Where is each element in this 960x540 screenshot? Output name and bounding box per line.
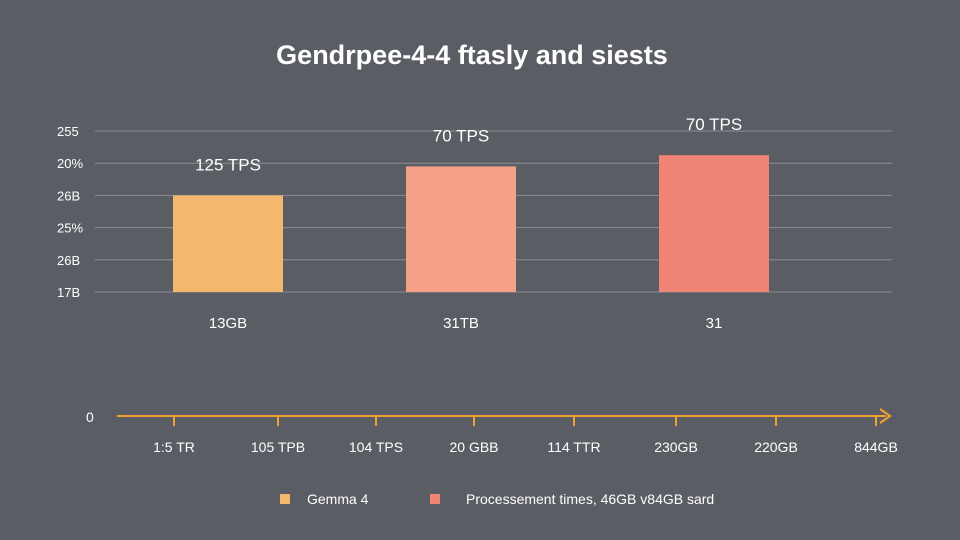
y-tick-label: 25% bbox=[57, 221, 83, 236]
chart-title: Gendrpee-4-4 ftasly and siests bbox=[276, 40, 668, 70]
timeline-tick-label: 104 TPS bbox=[349, 439, 403, 455]
category-label: 31 bbox=[706, 315, 723, 332]
bar bbox=[406, 166, 516, 292]
timeline-tick-label: 844GB bbox=[854, 439, 898, 455]
timeline-arrowhead bbox=[879, 408, 892, 424]
timeline-tick-label: 105 TPB bbox=[251, 439, 305, 455]
bar-data-label: 70 TPS bbox=[686, 115, 742, 134]
bar-data-label: 70 TPS bbox=[433, 126, 489, 145]
bars bbox=[173, 155, 769, 292]
y-tick-label: 17B bbox=[57, 285, 80, 300]
timeline-tick-label: 1:5 TR bbox=[153, 439, 195, 455]
bar bbox=[659, 155, 769, 292]
bar-data-label: 125 TPS bbox=[195, 155, 261, 174]
y-tick-label: 255 bbox=[57, 124, 79, 139]
category-label: 31TB bbox=[443, 315, 479, 332]
category-label: 13GB bbox=[209, 315, 247, 332]
legend-label: Gemma 4 bbox=[307, 491, 369, 507]
timeline-axis: 0 1:5 TR 105 TPB 104 TPS 20 GBB 114 TTR 230GB 2… bbox=[86, 408, 898, 455]
y-tick-label: 26B bbox=[57, 188, 80, 203]
y-axis-ticks: 17B 26B 25% 26B 20% 255 bbox=[57, 124, 83, 300]
timeline-origin-label: 0 bbox=[86, 409, 94, 425]
legend-swatch bbox=[280, 494, 290, 504]
timeline-tick-label: 220GB bbox=[754, 439, 798, 455]
legend-label: Processement times, 46GB v84GB sard bbox=[466, 491, 714, 507]
y-tick-label: 26B bbox=[57, 253, 80, 268]
legend-swatch bbox=[430, 494, 440, 504]
data-labels: 125 TPS 70 TPS 70 TPS bbox=[195, 115, 742, 174]
timeline-tick-label: 230GB bbox=[654, 439, 698, 455]
timeline-tick-label: 20 GBB bbox=[449, 439, 498, 455]
timeline-tick-label: 114 TTR bbox=[547, 439, 600, 455]
bar bbox=[173, 195, 283, 292]
legend: Gemma 4 Processement times, 46GB v84GB sa… bbox=[280, 491, 714, 507]
category-labels: 13GB 31TB 31 bbox=[209, 315, 723, 332]
y-tick-label: 20% bbox=[57, 156, 83, 171]
